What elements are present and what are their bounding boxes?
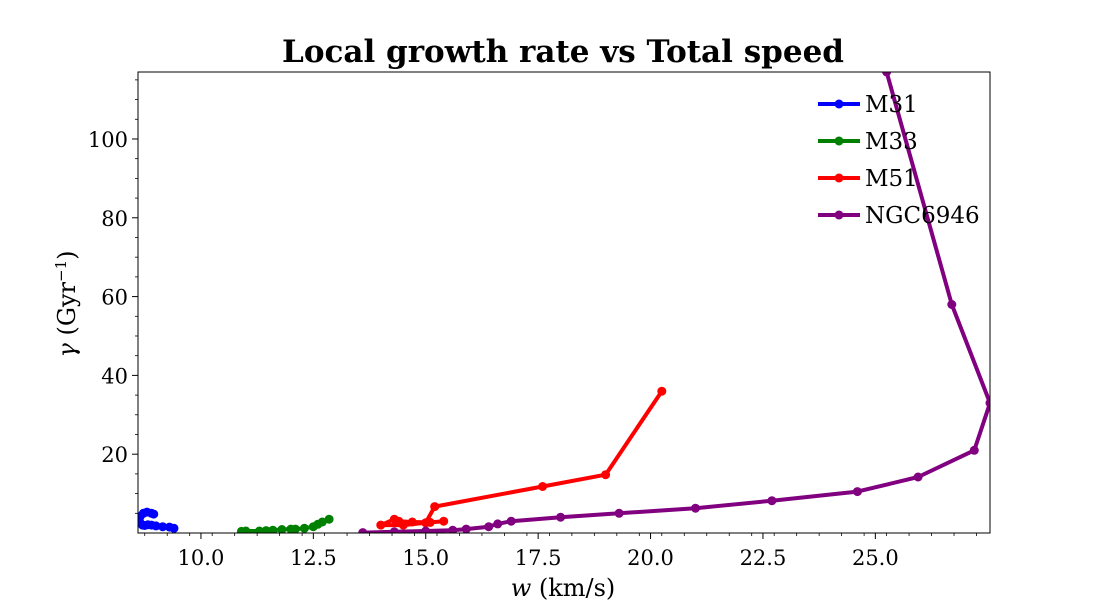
y-tick-label: 60 (101, 286, 128, 310)
data-point-ngc6946 (461, 524, 471, 533)
data-point-ngc6946 (493, 519, 503, 529)
y-axis-label: γ (Gyr−1) (52, 250, 81, 357)
data-point-m51 (407, 517, 417, 527)
y-tick-label: 100 (88, 128, 128, 152)
series-line-m51 (378, 389, 664, 528)
data-point-m33 (290, 524, 300, 533)
x-axis-label-unit: (km/s) (531, 574, 615, 600)
chart-title: Local growth rate vs Total speed (282, 34, 844, 70)
data-point-m51 (601, 470, 611, 480)
y-tick-label: 40 (101, 364, 128, 388)
data-point-ngc6946 (947, 300, 957, 309)
legend-label-m51: M51 (865, 166, 918, 192)
data-point-ngc6946 (556, 512, 566, 522)
y-tick-label: 80 (101, 207, 128, 231)
data-point-m33 (268, 525, 278, 533)
data-point-ngc6946 (389, 527, 399, 533)
legend-label-m31: M31 (865, 92, 918, 118)
data-point-ngc6946 (358, 528, 368, 533)
data-point-m51 (389, 514, 399, 524)
legend-marker-m33 (834, 136, 844, 146)
data-point-m33 (277, 525, 287, 533)
legend: M31 M33 M51 NGC6946 (818, 92, 980, 229)
data-point-m31 (158, 522, 168, 532)
y-axis-label-sup: −1 (52, 260, 70, 282)
data-point-ngc6946 (421, 526, 431, 533)
x-tick-label: 20.0 (627, 546, 674, 570)
data-point-m33 (324, 514, 334, 524)
data-point-ngc6946 (852, 487, 862, 497)
x-tick-label: 15.0 (402, 546, 449, 570)
data-point-m33 (261, 526, 271, 533)
data-point-m51 (421, 518, 431, 528)
data-point-m51 (538, 482, 548, 491)
data-point-ngc6946 (882, 72, 892, 77)
legend-label-m33: M33 (865, 129, 918, 155)
data-point-m33 (299, 523, 309, 533)
series-line-ngc6946 (360, 72, 990, 533)
data-point-ngc6946 (448, 525, 458, 533)
data-point-m51 (657, 386, 667, 396)
x-tick-label: 10.0 (178, 546, 225, 570)
x-tick-label: 22.5 (740, 546, 787, 570)
data-point-m51 (439, 516, 449, 526)
data-point-m33 (317, 517, 327, 527)
data-point-ngc6946 (614, 508, 624, 518)
axes: 10.0 12.5 15.0 17.5 20.0 22.5 25.0 20 40 60 80 100 (88, 71, 991, 570)
data-point-m33 (241, 526, 251, 533)
data-point-ngc6946 (913, 472, 923, 482)
data-point-m33 (254, 526, 264, 533)
data-point-ngc6946 (484, 522, 494, 532)
legend-marker-m51 (834, 173, 844, 183)
x-axis-label: w (km/s) (511, 574, 616, 600)
data-point-m31 (165, 522, 174, 532)
data-point-m51 (398, 520, 408, 530)
y-axis-label-unit: (Gyr (53, 281, 81, 343)
x-axis-label-var: w (511, 574, 532, 600)
data-point-m31 (149, 509, 159, 519)
plot-area (138, 72, 990, 533)
y-tick-label: 20 (101, 443, 128, 467)
data-point-ngc6946 (969, 445, 979, 455)
data-point-ngc6946 (691, 503, 700, 513)
data-point-ngc6946 (767, 496, 777, 506)
x-tick-label: 12.5 (290, 546, 337, 570)
y-axis-label-close: ) (53, 250, 81, 259)
y-axis-label-var: γ (53, 343, 81, 358)
data-point-m51 (376, 520, 386, 530)
x-tick-label: 25.0 (852, 546, 899, 570)
legend-label-ngc6946: NGC6946 (865, 203, 980, 229)
plot-frame (137, 71, 991, 534)
legend-marker-ngc6946 (834, 210, 844, 220)
x-tick-label: 17.5 (515, 546, 562, 570)
legend-marker-m31 (834, 99, 844, 109)
data-point-m51 (430, 502, 440, 512)
data-point-ngc6946 (985, 398, 990, 408)
data-point-ngc6946 (506, 516, 516, 526)
